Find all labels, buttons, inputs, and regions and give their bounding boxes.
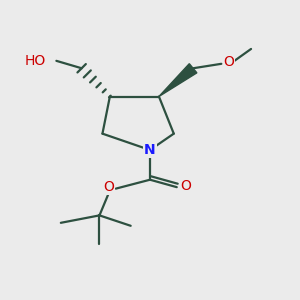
Text: O: O (180, 179, 191, 193)
Text: N: N (144, 143, 156, 157)
Text: O: O (223, 55, 234, 69)
Text: O: O (103, 180, 114, 194)
Text: HO: HO (25, 54, 46, 68)
Polygon shape (159, 64, 197, 97)
